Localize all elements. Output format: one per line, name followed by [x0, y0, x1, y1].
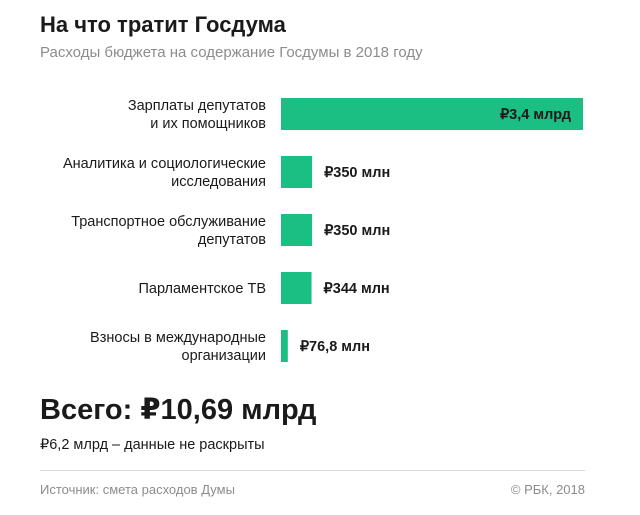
category-label-1: Аналитика и социологические исследования: [63, 156, 266, 190]
category-label-4: Взносы в международные организации: [90, 330, 266, 364]
value-label-1: ₽350 млн: [324, 165, 390, 181]
value-label-0: ₽3,4 млрд: [500, 107, 571, 123]
category-label-3: Парламентское ТВ: [138, 281, 266, 297]
bar-2: [281, 214, 313, 246]
bar-4: [281, 330, 288, 362]
footer-divider: [40, 470, 585, 471]
bar-0: [281, 98, 583, 130]
bar-chart: Зарплаты депутатов и их помощников ₽3,4 мл…: [63, 98, 583, 364]
value-label-3: ₽344 млн: [324, 281, 390, 297]
value-label-2: ₽350 млн: [324, 223, 390, 239]
category-label-2: Транспортное обслуживание депутатов: [71, 214, 266, 248]
bar-1: [281, 156, 313, 188]
bar-3: [281, 272, 312, 304]
category-label-0: Зарплаты депутатов и их помощников: [128, 98, 266, 132]
chart-title: На что тратит Госдума: [40, 12, 286, 37]
total-spending: Всего: ₽10,69 млрд: [40, 394, 317, 426]
copyright-label: © РБК, 2018: [510, 482, 585, 497]
undisclosed-note: ₽6,2 млрд – данные не раскрыты: [40, 437, 265, 453]
value-label-4: ₽76,8 млн: [300, 339, 370, 355]
chart-subtitle: Расходы бюджета на содержание Госдумы в …: [40, 44, 423, 61]
source-label: Источник: смета расходов Думы: [40, 482, 235, 497]
